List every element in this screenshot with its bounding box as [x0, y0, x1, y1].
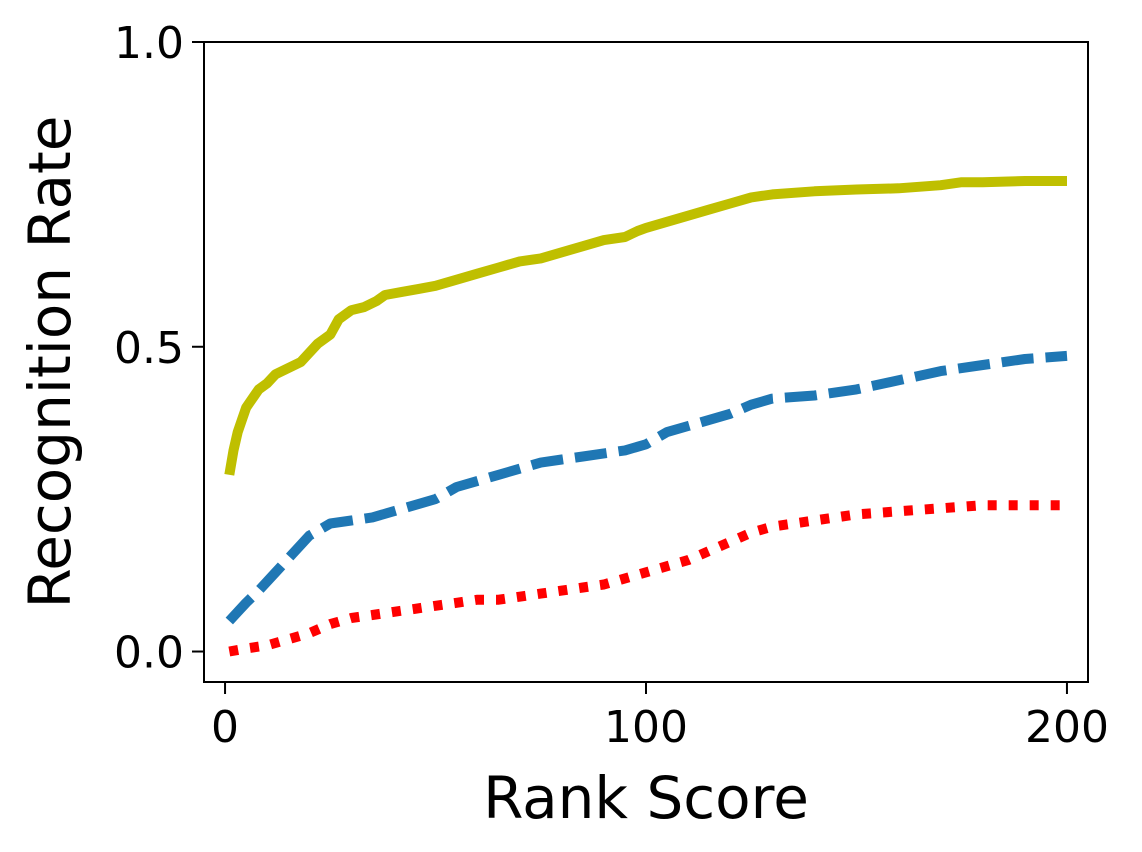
x-axis-ticks: 0 100 200: [211, 682, 1109, 753]
plot-lines: [224, 176, 1068, 657]
series-line-3: [228, 500, 1067, 657]
x-tick-label: 200: [1025, 702, 1109, 753]
series-line-2: [225, 350, 1068, 625]
y-axis-ticks: 0.0 0.5 1.0: [114, 18, 204, 679]
x-tick-label: 0: [211, 702, 239, 753]
y-axis-label: Recognition Rate: [16, 116, 84, 609]
x-axis-label: Rank Score: [483, 764, 809, 832]
plot-frame: [203, 41, 1089, 683]
y-tick-label: 1.0: [114, 18, 184, 69]
x-tick-label: 100: [604, 702, 688, 753]
y-tick-label: 0.5: [114, 323, 184, 374]
series-line-1: [224, 176, 1067, 476]
y-tick-label: 0.0: [114, 628, 184, 679]
